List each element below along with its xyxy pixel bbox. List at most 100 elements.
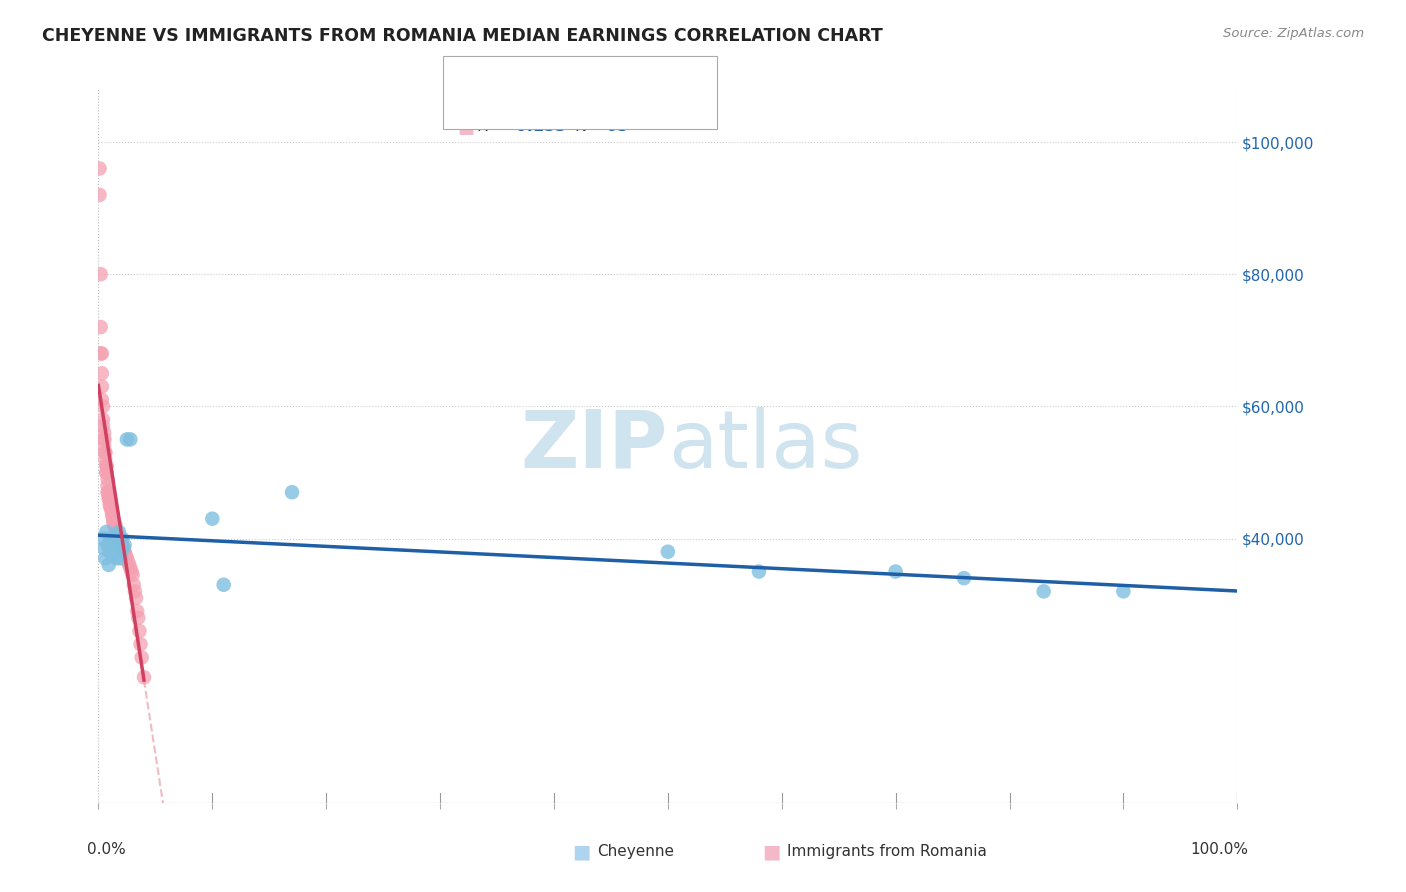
Point — [96, 478, 118, 492]
Point — [89, 188, 111, 202]
Point — [96, 485, 118, 500]
Point — [91, 400, 114, 414]
Point — [107, 528, 129, 542]
Text: ■: ■ — [572, 842, 591, 862]
Point — [101, 505, 124, 519]
Text: N =: N = — [575, 67, 612, 82]
Point — [115, 551, 138, 566]
Point — [96, 472, 118, 486]
Text: 31: 31 — [606, 67, 628, 82]
Point — [111, 538, 134, 552]
Point — [110, 551, 132, 566]
Point — [100, 501, 122, 516]
Point — [96, 524, 118, 539]
Point — [93, 425, 115, 440]
Point — [884, 565, 907, 579]
Point — [96, 466, 118, 480]
Point — [94, 551, 117, 566]
Point — [98, 495, 121, 509]
Point — [89, 161, 111, 176]
Text: -0.153: -0.153 — [509, 119, 567, 134]
Point — [121, 567, 143, 582]
Point — [281, 485, 304, 500]
Point — [91, 419, 114, 434]
Point — [96, 458, 118, 473]
Point — [97, 491, 120, 506]
Point — [97, 485, 120, 500]
Point — [94, 445, 117, 459]
Text: Cheyenne: Cheyenne — [598, 845, 675, 859]
Point — [100, 532, 122, 546]
Text: Immigrants from Romania: Immigrants from Romania — [787, 845, 987, 859]
Point — [108, 545, 131, 559]
Point — [93, 439, 115, 453]
Point — [117, 555, 139, 569]
Point — [111, 532, 134, 546]
Point — [94, 452, 117, 467]
Point — [96, 538, 118, 552]
Point — [101, 548, 124, 562]
Point — [127, 611, 149, 625]
Point — [103, 538, 125, 552]
Point — [127, 604, 149, 618]
Text: Source: ZipAtlas.com: Source: ZipAtlas.com — [1223, 27, 1364, 40]
Point — [90, 320, 112, 334]
Point — [108, 532, 131, 546]
Point — [103, 518, 125, 533]
Point — [125, 591, 148, 605]
Point — [90, 346, 112, 360]
Point — [110, 534, 132, 549]
Point — [104, 528, 127, 542]
Point — [114, 538, 136, 552]
Point — [90, 392, 112, 407]
Point — [98, 499, 121, 513]
Text: N =: N = — [575, 119, 612, 134]
Text: ZIP: ZIP — [520, 407, 668, 485]
Point — [1112, 584, 1135, 599]
Point — [105, 524, 128, 539]
Point — [98, 491, 121, 506]
Point — [112, 541, 135, 556]
Text: -0.204: -0.204 — [509, 67, 567, 82]
Point — [108, 532, 131, 546]
Point — [103, 545, 125, 559]
Point — [128, 624, 150, 638]
Point — [97, 489, 120, 503]
Point — [97, 558, 120, 572]
Text: R =: R = — [477, 67, 512, 82]
Text: ■: ■ — [762, 842, 780, 862]
Point — [118, 558, 141, 572]
Point — [93, 433, 115, 447]
Point — [91, 532, 114, 546]
Text: 65: 65 — [606, 119, 628, 134]
Point — [748, 565, 770, 579]
Point — [1032, 584, 1054, 599]
Point — [120, 433, 142, 447]
Point — [120, 565, 142, 579]
Point — [105, 551, 128, 566]
Text: ■: ■ — [457, 67, 474, 85]
Point — [98, 545, 121, 559]
Point — [108, 524, 131, 539]
Text: 0.0%: 0.0% — [87, 842, 125, 857]
Point — [114, 545, 136, 559]
Point — [114, 548, 136, 562]
Text: R =: R = — [477, 119, 512, 134]
Point — [201, 511, 224, 525]
Point — [122, 578, 145, 592]
Point — [96, 458, 118, 473]
Point — [100, 499, 122, 513]
Point — [657, 545, 679, 559]
Text: CHEYENNE VS IMMIGRANTS FROM ROMANIA MEDIAN EARNINGS CORRELATION CHART: CHEYENNE VS IMMIGRANTS FROM ROMANIA MEDI… — [42, 27, 883, 45]
Point — [90, 379, 112, 393]
Point — [104, 522, 127, 536]
Point — [93, 433, 115, 447]
Point — [94, 445, 117, 459]
Point — [90, 267, 112, 281]
Point — [115, 433, 138, 447]
Text: 100.0%: 100.0% — [1191, 842, 1249, 857]
Point — [90, 346, 112, 360]
Point — [120, 561, 142, 575]
Point — [104, 518, 127, 533]
Point — [212, 578, 235, 592]
